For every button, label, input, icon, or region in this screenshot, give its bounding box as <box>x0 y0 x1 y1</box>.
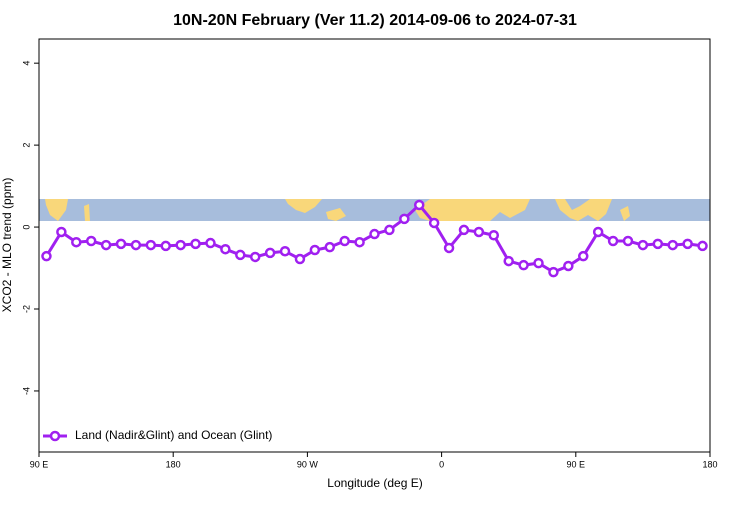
data-point <box>428 217 440 229</box>
data-point <box>294 253 306 265</box>
data-point <box>652 238 664 250</box>
y-tick-label: 2 <box>21 143 31 148</box>
data-point <box>85 235 97 247</box>
data-point <box>667 239 678 251</box>
data-point <box>279 245 291 257</box>
x-tick-label: 90 E <box>30 459 49 469</box>
data-point <box>637 239 649 251</box>
y-tick-label: 4 <box>21 61 31 66</box>
data-point <box>563 260 574 272</box>
data-point <box>354 236 365 248</box>
data-point <box>458 224 470 236</box>
data-point <box>205 237 216 249</box>
x-tick-label: 180 <box>702 459 717 469</box>
data-point <box>100 239 112 251</box>
data-point <box>413 199 425 211</box>
data-point <box>503 255 514 267</box>
data-point <box>488 230 500 241</box>
plot-frame <box>38 38 711 453</box>
y-tick-label: 0 <box>21 225 31 230</box>
data-point <box>399 213 410 225</box>
data-point <box>160 240 171 252</box>
data-point <box>309 244 321 256</box>
data-point <box>71 236 82 248</box>
data-point <box>145 239 157 251</box>
data-point <box>56 226 67 238</box>
data-point <box>548 266 559 278</box>
data-point <box>264 247 276 259</box>
data-point <box>622 235 634 247</box>
data-point <box>220 243 231 255</box>
legend-marker <box>49 430 61 442</box>
data-point <box>682 238 693 250</box>
y-tick-label: -4 <box>21 387 31 395</box>
y-tick-label: -2 <box>21 305 31 313</box>
data-point <box>130 239 142 251</box>
data-point <box>249 251 261 263</box>
legend-label: Land (Nadir&Glint) and Ocean (Glint) <box>75 428 272 442</box>
data-point <box>369 228 380 240</box>
y-axis-label: XCO2 - MLO trend (ppm) <box>0 178 14 313</box>
data-point <box>518 259 529 271</box>
data-point <box>235 249 246 261</box>
data-point <box>324 241 336 253</box>
x-tick-label: 180 <box>166 459 181 469</box>
data-point <box>607 235 619 247</box>
x-tick-label: 90 W <box>297 459 319 469</box>
x-tick-label: 0 <box>439 459 444 469</box>
data-point <box>41 250 52 262</box>
data-point <box>339 235 350 247</box>
data-point <box>697 240 708 252</box>
data-point <box>443 242 455 254</box>
map-band <box>39 199 710 221</box>
chart-title: 10N-20N February (Ver 11.2) 2014-09-06 t… <box>173 12 577 29</box>
data-point <box>175 239 186 251</box>
data-point <box>578 250 589 262</box>
data-point <box>115 238 127 250</box>
data-point <box>533 257 544 269</box>
data-point <box>592 226 604 238</box>
x-axis-label: Longitude (deg E) <box>327 476 422 490</box>
data-point <box>473 226 485 238</box>
x-tick-label: 90 E <box>567 459 586 469</box>
data-point <box>384 224 395 236</box>
data-point <box>190 238 201 250</box>
